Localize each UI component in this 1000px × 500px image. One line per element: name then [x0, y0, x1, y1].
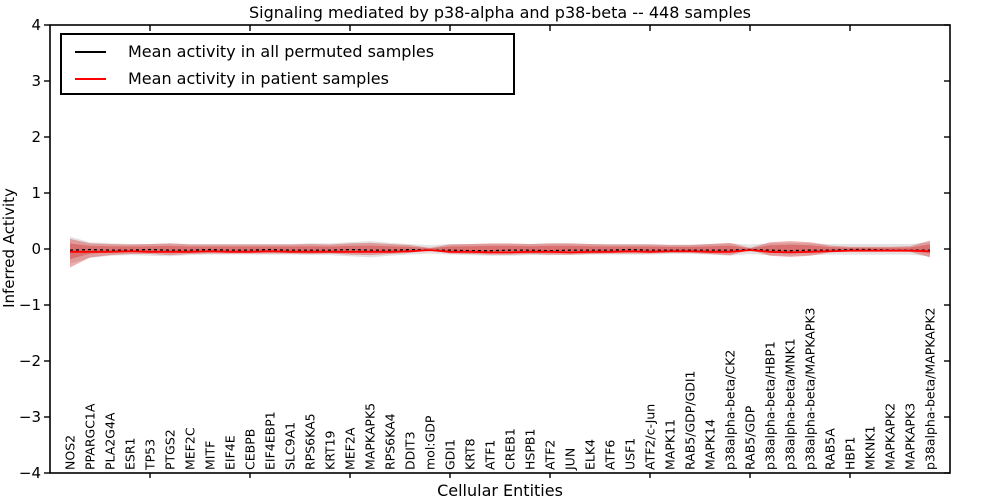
entity-tick-label: p38alpha-beta/MAPKAPK3	[803, 308, 818, 471]
legend-entry-permuted: Mean activity in all permuted samples	[62, 38, 513, 65]
entity-tick-label: EIF4EBP1	[263, 411, 278, 470]
entity-tick-label: RAB5A	[823, 428, 838, 470]
chart-title: Signaling mediated by p38-alpha and p38-…	[248, 3, 751, 22]
entity-tick-label: RAB5/GDP/GDI1	[683, 371, 698, 470]
entity-tick-label: CREB1	[503, 428, 518, 470]
permuted-mean-line	[69, 248, 930, 252]
entity-tick-label: p38alpha-beta/CK2	[723, 350, 738, 470]
entity-tick-label: RAB5/GDP	[743, 405, 758, 470]
entity-tick-label: MKNK1	[863, 426, 878, 470]
entity-tick-label: EIF4E	[223, 435, 238, 470]
entity-tick-label: USF1	[623, 438, 638, 470]
entity-tick-label: MEF2C	[183, 427, 198, 470]
entity-tick-label: ATF1	[483, 440, 498, 470]
entity-tick-label: ATF2/c-Jun	[643, 404, 658, 470]
y-tick-label: 3	[31, 72, 41, 90]
entity-tick-label: HSPB1	[523, 429, 538, 470]
entity-tick-label: MEF2A	[343, 427, 358, 470]
y-tick-label: −4	[19, 464, 41, 482]
entity-tick-label: ATF2	[543, 440, 558, 470]
entity-tick-label: DDIT3	[403, 431, 418, 470]
entity-tick-label: RPS6KA4	[383, 413, 398, 470]
entity-tick-label: PLA2G4A	[103, 412, 118, 470]
entity-tick-label: MAPKAPK2	[883, 403, 898, 470]
entity-tick-label: PPARGC1A	[83, 403, 98, 470]
entity-tick-label: SLC9A1	[283, 422, 298, 470]
legend-label: Mean activity in all permuted samples	[128, 42, 435, 61]
entity-tick-label: p38alpha-beta/MAPKAPK2	[923, 308, 938, 471]
entity-tick-label: MAPKAPK5	[363, 403, 378, 470]
permuted-line-swatch	[75, 50, 106, 53]
entity-tick-label: ESR1	[123, 438, 138, 470]
y-tick-label: 4	[31, 16, 41, 34]
y-tick-label: 1	[31, 184, 41, 202]
entity-tick-label: PTGS2	[163, 429, 178, 470]
entity-tick-label: p38alpha-beta/MNK1	[783, 338, 798, 470]
entity-tick-label: JUN	[563, 448, 578, 471]
entity-tick-label: GDI1	[443, 439, 458, 470]
entity-tick-label: CEBPB	[243, 429, 258, 470]
y-axis-label: Inferred Activity	[0, 188, 18, 308]
entity-tick-label: ELK4	[583, 439, 598, 470]
legend-entry-patient: Mean activity in patient samples	[62, 65, 513, 92]
y-tick-label: −3	[19, 408, 41, 426]
y-tick-label: 0	[31, 240, 41, 258]
legend: Mean activity in all permuted samples Me…	[60, 33, 515, 95]
entity-tick-label: MAPK11	[663, 419, 678, 470]
y-tick-label: −1	[19, 296, 41, 314]
permuted-activity-range-band	[70, 236, 930, 264]
entity-tick-label: p38alpha-beta/HBP1	[763, 341, 778, 470]
entity-tick-label: MITF	[203, 441, 218, 470]
entity-tick-label: KRT8	[463, 438, 478, 470]
entity-tick-label: RPS6KA5	[303, 413, 318, 470]
entity-tick-label: MAPKAPK3	[903, 403, 918, 470]
patient-mean-line	[70, 249, 931, 254]
patient-line-swatch	[75, 77, 106, 80]
entity-tick-label: NOS2	[63, 435, 78, 470]
x-axis-label: Cellular Entities	[437, 481, 563, 500]
entity-tick-label: MAPK14	[703, 419, 718, 470]
entity-tick-label: KRT19	[323, 430, 338, 470]
y-tick-label: 2	[31, 128, 41, 146]
entity-tick-label: HBP1	[843, 437, 858, 470]
entity-tick-label: ATF6	[603, 440, 618, 470]
entity-tick-label: mol:GDP	[423, 415, 438, 470]
entity-tick-label: TP53	[143, 439, 158, 471]
patient-activity-range-band-core	[70, 243, 930, 260]
legend-label: Mean activity in patient samples	[128, 69, 389, 88]
y-tick-label: −2	[19, 352, 41, 370]
